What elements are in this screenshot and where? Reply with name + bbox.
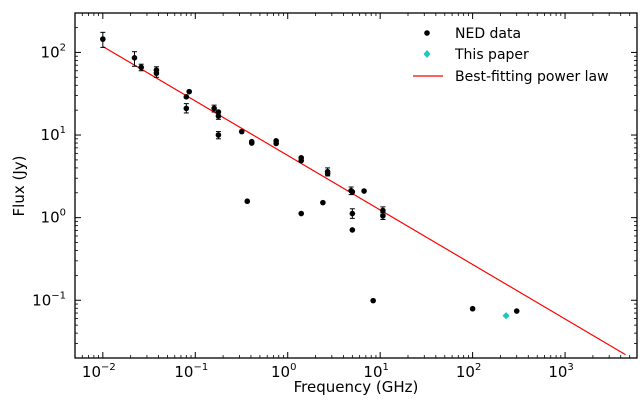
- ned-data-point: [100, 36, 106, 42]
- x-tick-label: 102: [456, 362, 481, 381]
- x-tick-label: 100: [271, 362, 296, 381]
- ned-data-point: [380, 207, 386, 214]
- ned-data-point: [248, 140, 255, 146]
- y-tick-label: 101: [41, 125, 66, 144]
- ned-data-point: [320, 199, 326, 206]
- legend-power-law-label: Best-fitting power law: [455, 69, 609, 85]
- y-tick-exponent: 1: [60, 125, 66, 136]
- ned-data-point: [349, 210, 356, 217]
- this-paper-point: [502, 312, 510, 320]
- y-tick-label: 100: [41, 208, 66, 227]
- ned-data-point: [131, 55, 138, 61]
- ned-data-point: [324, 170, 331, 177]
- x-tick-exponent: −1: [193, 362, 208, 373]
- y-tick-label: 102: [41, 42, 66, 61]
- ned-data-point: [138, 64, 144, 71]
- legend-ned-marker: [424, 30, 430, 36]
- y-tick-label: 10−1: [32, 290, 66, 309]
- x-tick-exponent: 3: [567, 362, 573, 373]
- ned-data-point: [273, 140, 279, 147]
- y-axis-label: Flux (Jy): [10, 156, 28, 217]
- ned-data-point: [349, 189, 356, 195]
- ned-data-point: [380, 213, 386, 219]
- x-tick-label: 10−2: [82, 362, 116, 381]
- x-tick-label: 10−1: [174, 362, 208, 381]
- ned-data-point: [211, 105, 217, 112]
- x-axis-label: Frequency (GHz): [294, 378, 419, 396]
- ned-data-point: [298, 157, 305, 164]
- legend: NED data This paper Best-fitting power l…: [413, 26, 609, 85]
- ned-data-point: [361, 188, 367, 194]
- plot-frame: [74, 12, 638, 359]
- legend-ned-label: NED data: [455, 26, 521, 42]
- x-tick-exponent: 0: [290, 362, 296, 373]
- legend-this-paper-label: This paper: [454, 47, 529, 63]
- y-tick-exponent: 2: [60, 42, 66, 53]
- ned-data-point: [183, 105, 190, 112]
- plot-marks: [100, 31, 626, 356]
- x-tick-exponent: −2: [101, 362, 116, 373]
- ned-data-point: [183, 94, 190, 100]
- ned-data-point: [215, 109, 222, 115]
- ned-data-point: [215, 113, 222, 119]
- ned-data-point: [186, 88, 193, 95]
- ned-data-point: [370, 297, 376, 304]
- ned-data-point: [298, 210, 305, 217]
- legend-this-paper-marker: [423, 50, 431, 58]
- y-tick-exponent: 0: [60, 208, 66, 219]
- ned-data-point: [215, 132, 222, 138]
- ned-data-point: [469, 305, 476, 312]
- y-tick-exponent: −1: [51, 290, 66, 301]
- ned-data-point: [238, 128, 245, 135]
- x-tick-label: 103: [548, 362, 573, 381]
- x-tick-exponent: 2: [475, 362, 481, 373]
- ned-data-point: [349, 227, 356, 233]
- ned-data-point: [244, 198, 251, 205]
- x-tick-exponent: 1: [383, 362, 389, 373]
- power-law-line: [102, 45, 626, 356]
- ned-data-point: [513, 308, 520, 314]
- ned-data-point: [153, 70, 160, 77]
